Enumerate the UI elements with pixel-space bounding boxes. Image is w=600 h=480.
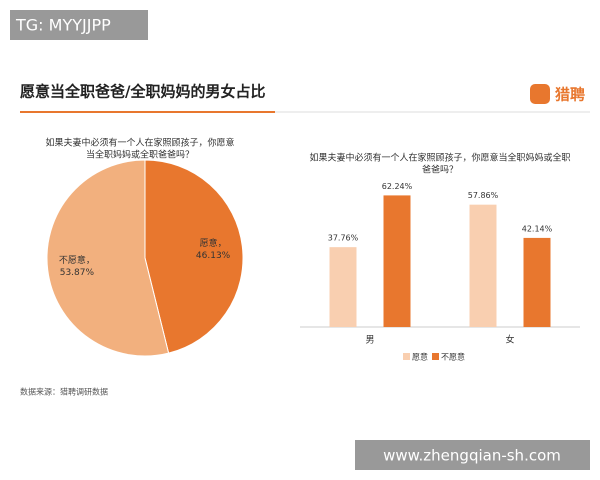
- legend-swatch: [432, 353, 439, 360]
- value-label: 42.14%: [522, 224, 553, 233]
- subtitle: 当全职妈妈或全职爸爸吗？: [86, 149, 194, 161]
- subtitle: 如果夫妻中必须有一个人在家照顾孩子，你愿意当全职妈妈或全职: [309, 152, 570, 164]
- slice-label: 愿意，: [200, 237, 227, 249]
- value-label: 46.13%: [196, 251, 231, 261]
- url-box: [355, 440, 590, 470]
- watermark-box: [10, 10, 148, 40]
- watermark: TG: MYYJJPP: [15, 16, 111, 35]
- x-tick-label: 男: [365, 335, 374, 346]
- bar: [523, 237, 551, 327]
- pie-slice: [46, 159, 170, 357]
- value-label: 37.76%: [328, 234, 359, 243]
- subtitle: 爸爸吗？: [422, 164, 458, 176]
- subtitle: 如果夫妻中必须有一个人在家照顾孩子，你愿意: [45, 137, 234, 149]
- legend-label: 不愿意: [441, 352, 465, 362]
- source: 数据来源：猎聘调研数据: [20, 387, 108, 397]
- bar: [383, 195, 411, 327]
- legend-label: 愿意: [412, 352, 428, 362]
- slice-label: 不愿意，: [59, 254, 95, 266]
- bar: [329, 247, 357, 327]
- legend-swatch: [403, 353, 410, 360]
- value-label: 57.86%: [468, 191, 499, 200]
- x-tick-label: 女: [505, 334, 514, 346]
- title: 愿意当全职爸爸/全职妈妈的男女占比: [20, 83, 265, 101]
- pie-slice: [144, 159, 244, 354]
- url: www.zhengqian-sh.com: [383, 447, 561, 465]
- value-label: 62.24%: [382, 182, 413, 191]
- value-label: 53.87%: [60, 268, 95, 278]
- bar: [469, 204, 497, 327]
- logo-icon: [530, 84, 550, 104]
- logo: 猎聘: [555, 86, 585, 104]
